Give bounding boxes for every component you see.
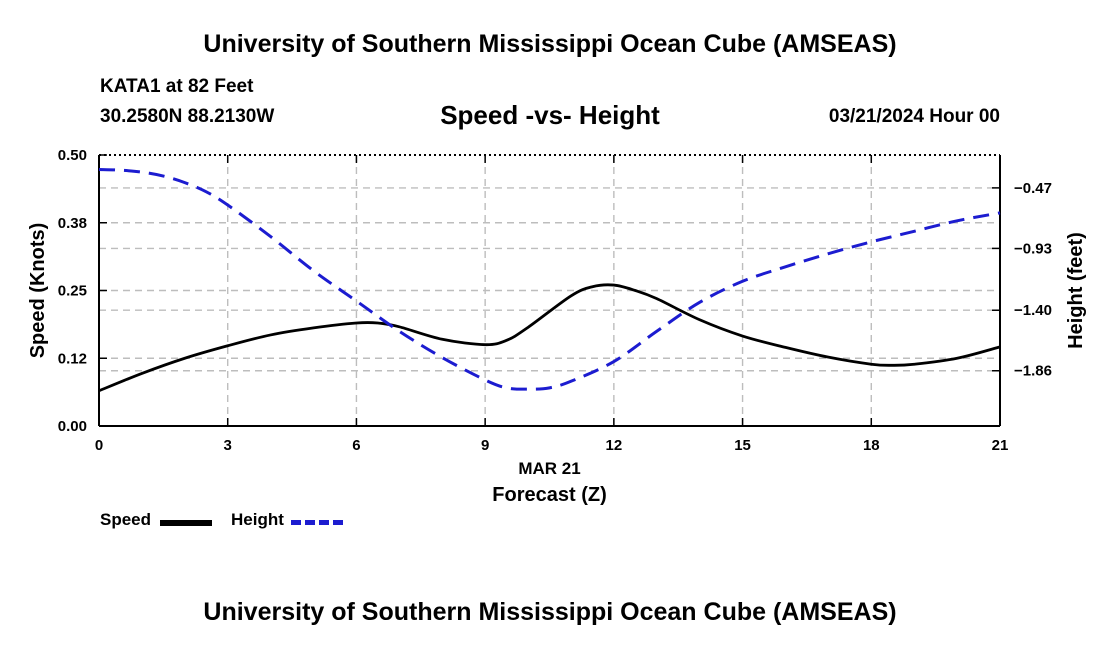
y-tick-label: 0.00 bbox=[58, 418, 87, 435]
y-axis-label: Speed (Knots) bbox=[27, 223, 49, 359]
x-tick-label: 15 bbox=[734, 437, 751, 454]
x-axis-date-label: MAR 21 bbox=[518, 459, 580, 478]
legend-speed-label: Speed bbox=[100, 510, 152, 529]
forecast-datetime: 03/21/2024 Hour 00 bbox=[828, 106, 1000, 127]
y-tick-label: 0.25 bbox=[58, 283, 87, 300]
x-tick-label: 18 bbox=[863, 437, 880, 454]
y2-tick-label: −1.86 bbox=[1014, 363, 1052, 380]
chart-title: University of Southern Mississippi Ocean… bbox=[203, 30, 897, 58]
x-tick-label: 9 bbox=[481, 437, 489, 454]
height-series-line bbox=[98, 167, 1001, 391]
legend-speed-swatch bbox=[160, 520, 212, 526]
y2-tick-label: −1.40 bbox=[1014, 302, 1052, 319]
x-tick-label: 3 bbox=[224, 437, 232, 454]
legend-height-label: Height bbox=[231, 510, 284, 529]
y-tick-label: 0.38 bbox=[58, 215, 87, 232]
x-tick-label: 12 bbox=[606, 437, 623, 454]
y-tick-label: 0.12 bbox=[58, 350, 87, 367]
y2-tick-label: −0.93 bbox=[1014, 240, 1052, 257]
x-tick-label: 6 bbox=[352, 437, 360, 454]
station-label: KATA1 at 82 Feet bbox=[100, 76, 254, 97]
y2-tick-label: −0.47 bbox=[1014, 180, 1052, 197]
chart-subtitle: Speed -vs- Height bbox=[440, 100, 660, 130]
x-tick-label: 21 bbox=[992, 437, 1009, 454]
y-tick-label: 0.50 bbox=[58, 147, 87, 164]
coordinates-label: 30.2580N 88.2130W bbox=[100, 106, 275, 127]
footer-title: University of Southern Mississippi Ocean… bbox=[203, 598, 897, 626]
y2-axis-label: Height (feet) bbox=[1065, 232, 1087, 349]
speed-series-line bbox=[98, 283, 1001, 393]
x-tick-label: 0 bbox=[95, 437, 103, 454]
x-axis-label: Forecast (Z) bbox=[492, 484, 606, 506]
legend-height-swatch bbox=[291, 520, 343, 525]
